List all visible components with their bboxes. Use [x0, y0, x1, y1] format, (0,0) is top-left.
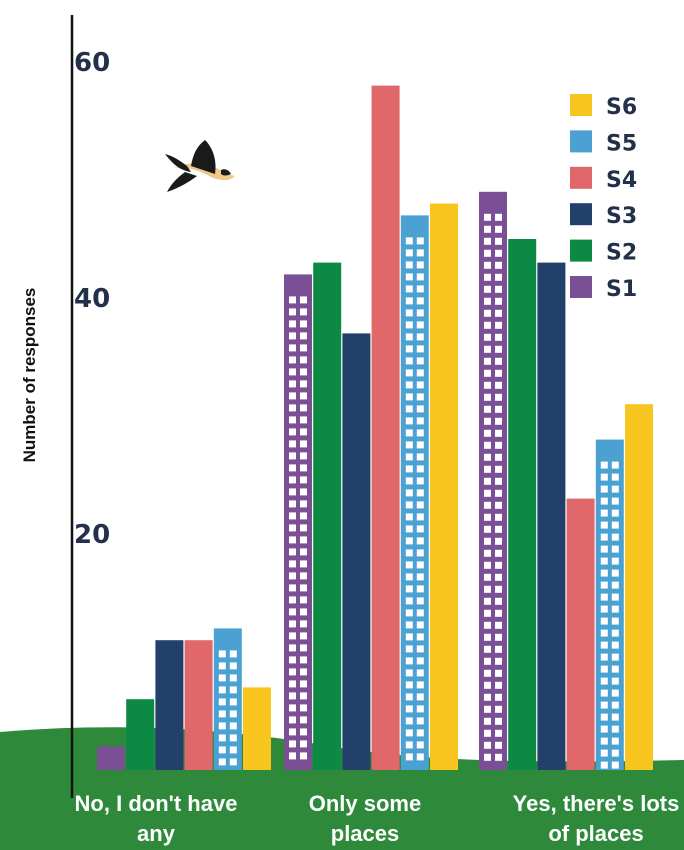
bar-s3-1 [342, 333, 371, 770]
bar-s1-0 [97, 746, 125, 770]
bar-s6-2 [625, 404, 653, 770]
bar-s3-0 [155, 640, 184, 770]
category-label: Yes, there's lots of places [513, 791, 680, 846]
bar-s1-2 [479, 191, 507, 771]
bar-s5-1 [400, 215, 429, 770]
y-tick-label: 60 [74, 48, 110, 78]
bar-s6-1 [430, 203, 458, 771]
bar-s2-0 [126, 699, 155, 770]
bar-s4-0 [184, 640, 213, 770]
legend-swatch [570, 94, 592, 116]
legend-item-s4: S4 [570, 166, 637, 193]
legend-swatch [570, 130, 592, 153]
bar-s1-1 [284, 274, 312, 770]
category-label: Only some places [309, 791, 421, 846]
legend-swatch [570, 276, 592, 298]
legend-item-s2: S2 [570, 239, 637, 266]
legend-label: S3 [606, 204, 637, 229]
legend-label: S4 [606, 168, 637, 193]
legend-label: S2 [606, 241, 637, 266]
y-axis-label: Number of responses [20, 288, 39, 463]
legend-label: S5 [606, 131, 637, 156]
legend-item-s6: S6 [570, 94, 637, 120]
bird-icon [165, 140, 235, 192]
legend-swatch [570, 203, 592, 226]
bar-s6-0 [243, 687, 271, 770]
legend-item-s3: S3 [570, 203, 637, 229]
legend-swatch [570, 166, 592, 189]
bar-s4-2 [566, 498, 595, 770]
legend-item-s1: S1 [570, 276, 637, 302]
legend-label: S1 [606, 277, 637, 302]
bar-s2-2 [508, 239, 537, 770]
bar-s3-2 [537, 262, 566, 770]
legend-swatch [570, 239, 592, 262]
y-tick-label: 40 [74, 284, 110, 314]
bar-s5-2 [595, 439, 624, 770]
bar-s5-0 [213, 628, 242, 770]
bar-s4-1 [371, 85, 400, 771]
y-tick-label: 20 [74, 520, 110, 550]
bar-s2-1 [313, 262, 342, 770]
legend-label: S6 [606, 95, 637, 120]
category-label: No, I don't have any [75, 791, 238, 846]
legend-item-s5: S5 [570, 130, 637, 156]
